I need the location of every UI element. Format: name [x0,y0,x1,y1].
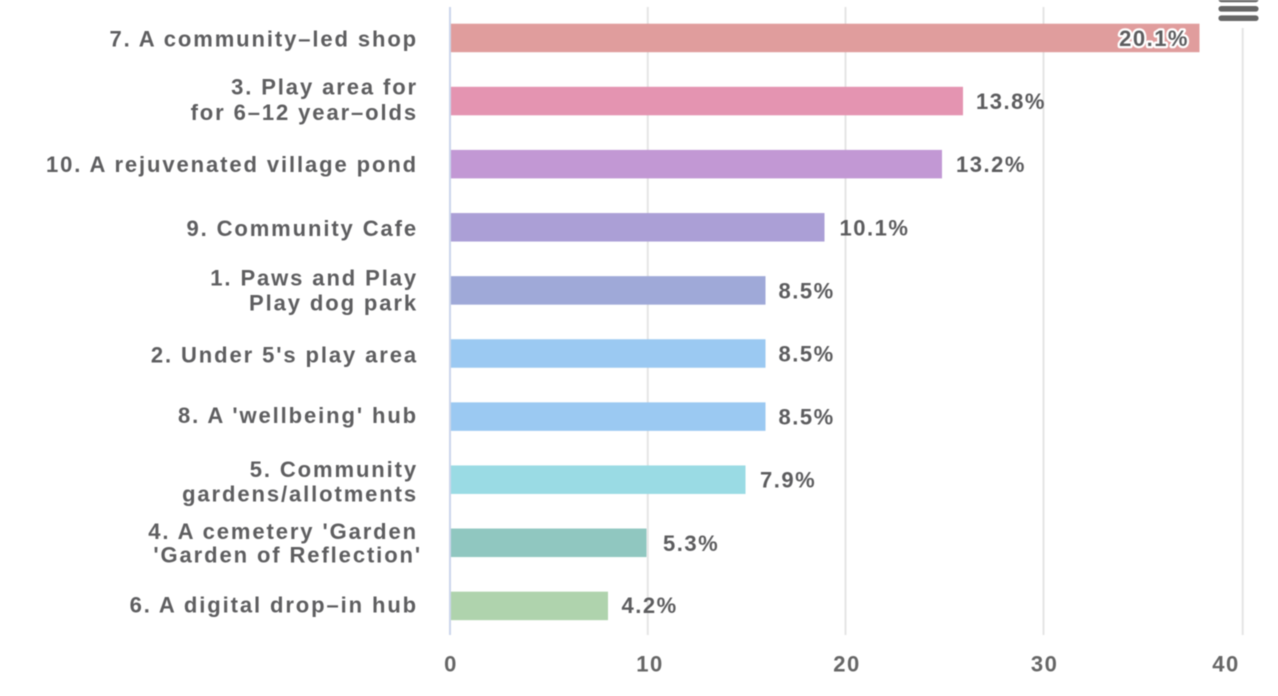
svg-text:for 6–12 year–olds: for 6–12 year–olds [191,100,418,125]
svg-text:5.3%: 5.3% [663,531,719,556]
svg-text:13.8%: 13.8% [976,89,1046,114]
svg-text:10.1%: 10.1% [840,215,910,240]
svg-text:2. Under 5's play area: 2. Under 5's play area [151,342,418,367]
svg-text:40: 40 [1212,652,1239,677]
svg-text:4.2%: 4.2% [622,593,678,618]
svg-text:5. Community: 5. Community [250,457,418,482]
svg-text:8.5%: 8.5% [779,405,835,430]
svg-text:0: 0 [444,652,458,677]
svg-text:4. A cemetery 'Garden: 4. A cemetery 'Garden [148,519,418,544]
svg-text:7. A community–led shop: 7. A community–led shop [109,26,418,51]
svg-text:10. A rejuvenated village pond: 10. A rejuvenated village pond [46,152,418,177]
svg-text:3. Play area for: 3. Play area for [231,75,418,100]
svg-text:20: 20 [833,652,860,677]
svg-text:20.1%: 20.1% [1119,26,1189,51]
svg-text:10: 10 [636,652,663,677]
svg-text:'Garden of Reflection': 'Garden of Reflection' [153,542,422,567]
svg-text:1. Paws and Play: 1. Paws and Play [210,265,418,290]
svg-text:30: 30 [1031,652,1058,677]
svg-text:7.9%: 7.9% [760,468,816,493]
svg-text:8.5%: 8.5% [779,278,835,303]
svg-text:8. A 'wellbeing' hub: 8. A 'wellbeing' hub [178,403,418,428]
svg-text:gardens/allotments: gardens/allotments [182,481,418,506]
svg-text:Play dog park: Play dog park [249,291,418,316]
svg-text:8.5%: 8.5% [779,342,835,367]
svg-text:9. Community Cafe: 9. Community Cafe [186,216,418,241]
svg-text:13.2%: 13.2% [956,152,1026,177]
svg-text:6. A digital drop–in hub: 6. A digital drop–in hub [130,592,418,617]
